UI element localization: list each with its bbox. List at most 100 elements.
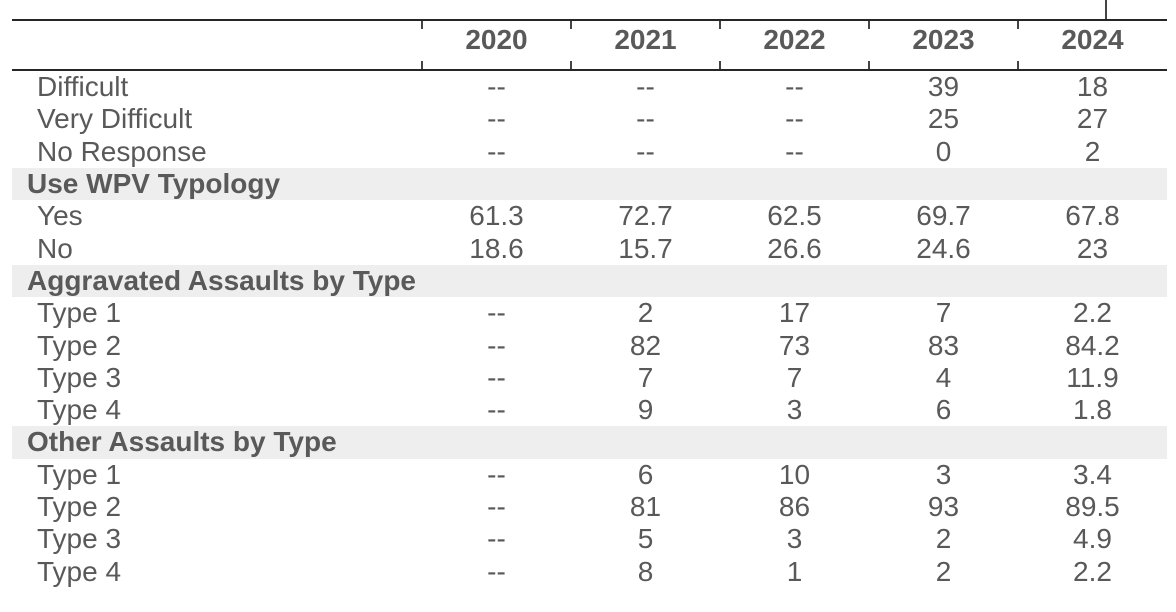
row-label: Type 2 [37,491,122,522]
cell-value: -- [487,71,506,103]
header-year: 2021 [570,20,720,71]
section-header-label: Other Assaults by Type [12,426,1167,459]
cell-value: 2.2 [1073,555,1112,587]
row-label: No Response [37,135,207,167]
row-label: Type 2 [37,329,122,361]
cell-value: -- [487,103,506,135]
cell-value: 82 [629,329,662,361]
cell-value: 93 [927,491,960,522]
cell-value: 73 [778,329,811,361]
cell-value: 6 [935,394,952,426]
cell-value: 4 [935,361,952,393]
header-year: 2022 [719,20,869,71]
cell-value: 62.5 [767,200,822,232]
cell-value: 3.4 [1073,458,1112,490]
cell-value: -- [785,135,804,167]
cell-value: 61.3 [469,200,524,232]
table-row: Type 4 -- 9 3 6 1.8 [12,394,1167,426]
header-row: 2020 2021 2022 2023 2024 [12,20,1167,71]
cell-value: 89.5 [1065,491,1120,522]
data-table: 2020 2021 2022 2023 2024 Difficult -- -- -- 39 18… [12,19,1167,588]
table-header: 2020 2021 2022 2023 2024 [12,20,1167,71]
cell-value: 72.7 [618,200,673,232]
row-label: No [37,232,73,264]
cell-value: 83 [927,329,960,361]
cell-value: -- [636,103,655,135]
table-row: Yes 61.3 72.7 62.5 69.7 67.8 [12,200,1167,232]
cell-value: 2 [1084,135,1101,167]
cell-value: 5 [637,523,654,555]
cell-value: 23 [1076,232,1109,264]
header-corner-cell [12,20,422,71]
cell-value: 2 [935,523,952,555]
cell-value: -- [487,458,506,490]
section-row: Other Assaults by Type [12,426,1167,459]
table-row: No Response -- -- -- 0 2 [12,136,1167,168]
cell-value: 6 [637,458,654,490]
cell-value: 27 [1076,103,1109,135]
cell-value: 7 [637,361,654,393]
cell-value: 11.9 [1066,361,1119,393]
row-label: Type 4 [37,394,122,426]
table-row: Difficult -- -- -- 39 18 [12,70,1167,103]
cell-value: 1 [786,555,803,587]
cell-value: -- [487,297,506,329]
cell-value: 7 [786,361,803,393]
table-body: Difficult -- -- -- 39 18 Very Difficult -- -- -- 2… [12,70,1167,588]
cell-value: 86 [778,491,811,522]
table-row: Type 3 -- 7 7 4 11.9 [12,362,1167,394]
cell-value: -- [487,491,506,522]
cell-value: 2.2 [1073,297,1112,329]
header-year: 2024 [1017,20,1167,71]
row-label: Difficult [37,71,129,103]
cell-value: 17 [778,297,811,329]
table-row: Type 1 -- 2 17 7 2.2 [12,297,1167,329]
cell-value: 0 [935,135,952,167]
cell-value: 3 [786,523,803,555]
row-label: Type 3 [37,361,122,393]
table-row: Type 2 -- 81 86 93 89.5 [12,491,1167,523]
table-row: No 18.6 15.7 26.6 24.6 23 [12,232,1167,264]
cell-value: -- [487,135,506,167]
table-row: Type 4 -- 8 1 2 2.2 [12,555,1167,587]
cell-value: 2 [637,297,654,329]
row-label: Yes [37,200,83,232]
cell-value: -- [487,394,506,426]
cell-value: 39 [927,71,960,103]
section-header-label: Aggravated Assaults by Type [12,264,1167,298]
column-tick-artifact [1105,0,1107,20]
cell-value: 26.6 [767,232,822,264]
cell-value: 9 [637,394,654,426]
row-label: Type 3 [37,523,122,555]
cell-value: 4.9 [1073,523,1112,555]
cell-value: 81 [629,491,662,522]
cell-value: -- [785,71,804,103]
row-label: Type 1 [37,458,122,490]
cell-value: 15.7 [618,232,673,264]
cell-value: 18 [1076,71,1109,103]
cell-value: 25 [927,103,960,135]
header-year: 2020 [421,20,571,71]
cell-value: -- [487,329,506,361]
cell-value: 7 [935,297,952,329]
cell-value: 69.7 [916,200,971,232]
cell-value: 84.2 [1065,329,1120,361]
section-header-label: Use WPV Typology [12,167,1167,201]
cell-value: 67.8 [1065,200,1120,232]
table-row: Type 2 -- 82 73 83 84.2 [12,329,1167,361]
section-row: Aggravated Assaults by Type [12,264,1167,298]
cell-value: 1.8 [1073,394,1112,426]
cell-value: -- [487,555,506,587]
cell-value: -- [487,523,506,555]
table-row: Type 3 -- 5 3 2 4.9 [12,523,1167,555]
header-year: 2023 [868,20,1018,71]
row-label: Type 1 [37,297,122,329]
cell-value: -- [636,135,655,167]
cell-value: 10 [778,458,811,490]
row-label: Very Difficult [37,103,193,135]
section-row: Use WPV Typology [12,167,1167,201]
cell-value: -- [785,103,804,135]
row-label: Type 4 [37,555,122,587]
cell-value: -- [636,71,655,103]
